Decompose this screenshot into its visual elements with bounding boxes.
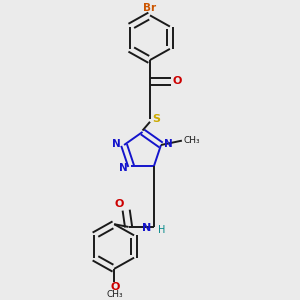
- Text: N: N: [119, 163, 128, 172]
- Text: H: H: [158, 225, 165, 235]
- Text: N: N: [112, 139, 121, 148]
- Text: O: O: [173, 76, 182, 86]
- Text: CH₃: CH₃: [183, 136, 200, 145]
- Text: Br: Br: [143, 3, 157, 13]
- Text: O: O: [114, 199, 124, 209]
- Text: O: O: [110, 283, 120, 292]
- Text: S: S: [152, 114, 160, 124]
- Text: N: N: [142, 224, 151, 233]
- Text: CH₃: CH₃: [107, 290, 123, 299]
- Text: N: N: [164, 139, 173, 148]
